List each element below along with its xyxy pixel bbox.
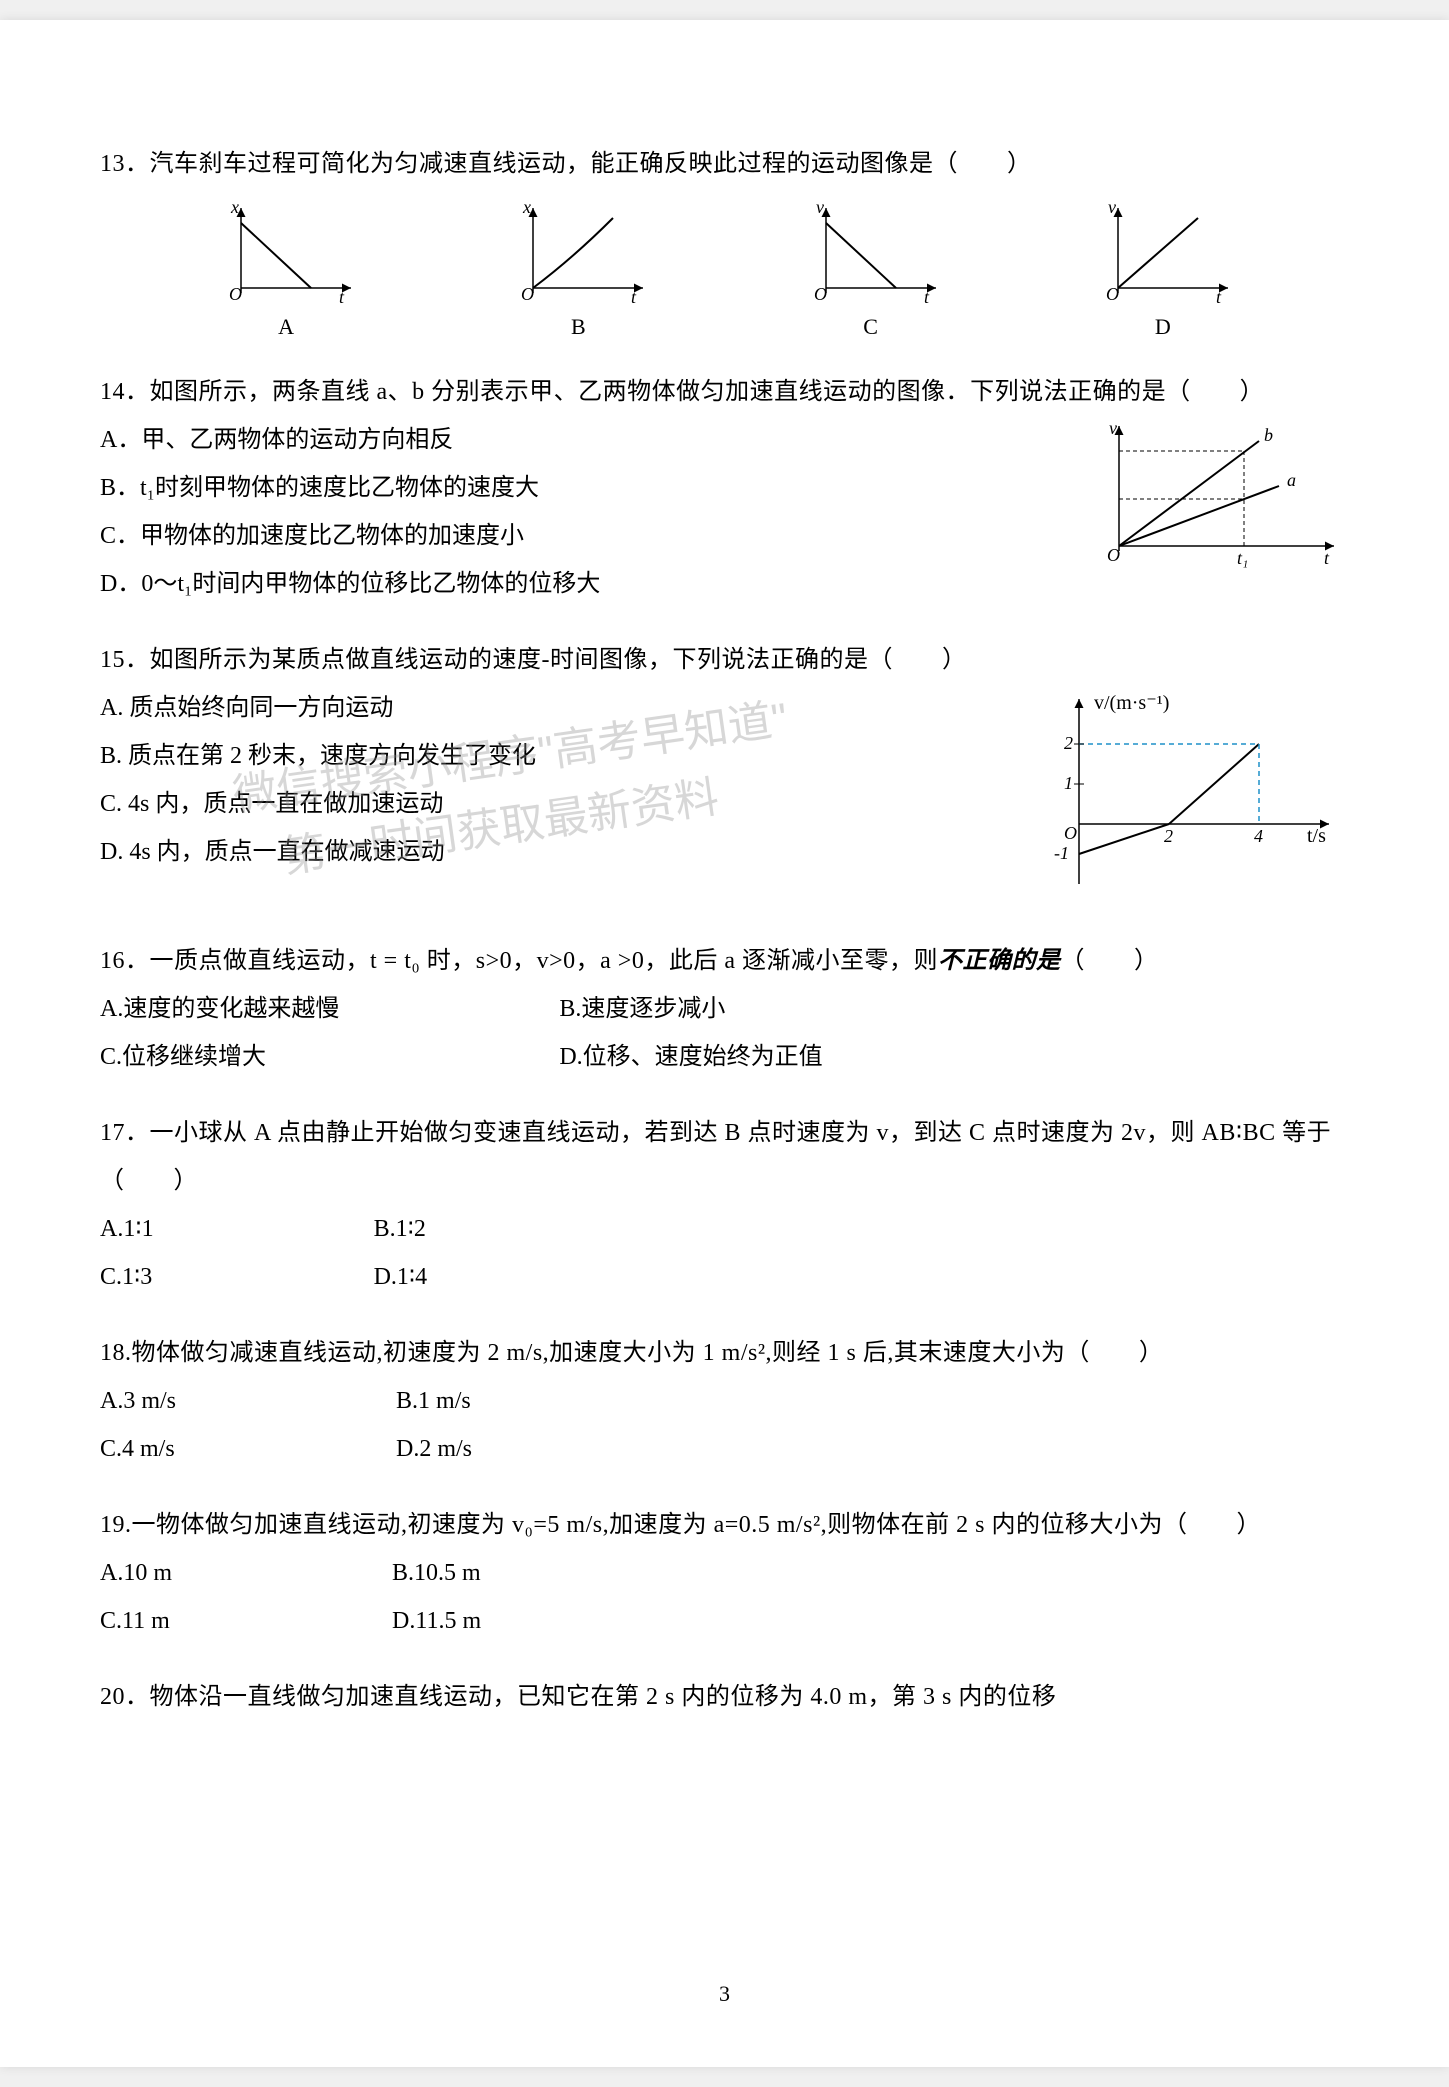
exam-page: 13．汽车刹车过程可简化为匀减速直线运动，能正确反映此过程的运动图像是（ ） x… <box>0 20 1449 2067</box>
q18-opt-D: D.2 m/s <box>396 1425 472 1473</box>
q14-options: A．甲、乙两物体的运动方向相反 B．t₁时刻甲物体的速度比乙物体的速度大 C．甲… <box>100 416 1059 608</box>
yaxis-label: x <box>522 198 531 217</box>
origin-label: O <box>1107 545 1120 565</box>
question-17: 17．一小球从 A 点由静止开始做匀变速直线运动，若到达 B 点时速度为 v，到… <box>100 1109 1349 1301</box>
yaxis-label: v <box>1108 198 1116 217</box>
q13-graph-B: x O t B <box>503 198 653 340</box>
question-19: 19.一物体做匀加速直线运动,初速度为 v₀=5 m/s,加速度为 a=0.5 … <box>100 1501 1349 1645</box>
q13-graph-A: x O t A <box>211 198 361 340</box>
ytick-2: 2 <box>1064 733 1073 753</box>
q13-graph-D: v O t D <box>1088 198 1238 340</box>
yaxis-label: x <box>230 198 239 217</box>
q18-opt-C: C.4 m/s <box>100 1425 176 1473</box>
xaxis-label: t <box>924 287 930 307</box>
q13-stem: 13．汽车刹车过程可简化为匀减速直线运动，能正确反映此过程的运动图像是（ ） <box>100 140 1349 188</box>
q15-opt-A: A. 质点始终向同一方向运动 <box>100 684 1019 732</box>
q17-opt-A: A.1∶1 <box>100 1205 154 1253</box>
q16-suffix: （ ） <box>1061 948 1159 974</box>
q14-opt-D: D．0～t₁时间内甲物体的位移比乙物体的位移大 <box>100 560 1059 608</box>
q17-stem: 17．一小球从 A 点由静止开始做匀变速直线运动，若到达 B 点时速度为 v，到… <box>100 1109 1349 1205</box>
q20-stem: 20．物体沿一直线做匀加速直线运动，已知它在第 2 s 内的位移为 4.0 m，… <box>100 1673 1349 1721</box>
q16-opt-B: B.速度逐步减小 <box>559 985 822 1033</box>
yaxis-label: v/(m·s⁻¹) <box>1094 692 1169 714</box>
q18-stem: 18.物体做匀减速直线运动,初速度为 2 m/s,加速度大小为 1 m/s²,则… <box>100 1329 1349 1377</box>
q15-opt-C: C. 4s 内，质点一直在做加速运动 <box>100 780 1019 828</box>
xaxis-label: t <box>1324 548 1330 568</box>
graph-C-svg: v O t <box>796 198 946 308</box>
q15-svg: 2 1 -1 2 4 v/(m·s⁻¹) t/s O <box>1039 684 1349 904</box>
q18-opt-A: A.3 m/s <box>100 1377 176 1425</box>
yaxis-label: v <box>1109 418 1117 438</box>
xaxis-label: t/s <box>1307 825 1326 847</box>
ytick-1: 1 <box>1064 773 1073 793</box>
q18-opt-B: B.1 m/s <box>396 1377 472 1425</box>
q15-opt-D: D. 4s 内，质点一直在做减速运动 <box>100 828 1019 876</box>
ytick-m1: -1 <box>1054 843 1069 863</box>
q16-bold: 不正确的是 <box>938 948 1061 974</box>
origin-label: O <box>229 284 242 304</box>
q15-graph: 2 1 -1 2 4 v/(m·s⁻¹) t/s O <box>1039 684 1349 909</box>
q15-options: A. 质点始终向同一方向运动 B. 质点在第 2 秒末，速度方向发生了变化 C.… <box>100 684 1019 876</box>
question-20: 20．物体沿一直线做匀加速直线运动，已知它在第 2 s 内的位移为 4.0 m，… <box>100 1673 1349 1721</box>
q17-options: A.1∶1 C.1∶3 B.1∶2 D.1∶4 <box>100 1205 1349 1301</box>
q16-opt-C: C.位移继续增大 <box>100 1033 339 1081</box>
xaxis-label: t <box>339 287 345 307</box>
q16-options: A.速度的变化越来越慢 C.位移继续增大 B.速度逐步减小 D.位移、速度始终为… <box>100 985 1349 1081</box>
line-b-label: b <box>1264 425 1273 445</box>
q13-graph-C: v O t C <box>796 198 946 340</box>
q13-graph-B-label: B <box>571 314 586 340</box>
q14-opt-C: C．甲物体的加速度比乙物体的加速度小 <box>100 512 1059 560</box>
t1-label: t₁ <box>1237 548 1248 568</box>
origin-label: O <box>521 284 534 304</box>
q16-prefix: 16．一质点做直线运动，t = t₀ 时，s>0，v>0，a >0，此后 a 逐… <box>100 948 938 974</box>
xaxis-label: t <box>1216 287 1222 307</box>
q17-opt-C: C.1∶3 <box>100 1253 154 1301</box>
xtick-2: 2 <box>1164 826 1173 846</box>
q13-graphs-row: x O t A x O t B <box>140 198 1309 340</box>
xaxis-label: t <box>631 287 637 307</box>
q13-graph-A-label: A <box>278 314 294 340</box>
question-15: 15．如图所示为某质点做直线运动的速度-时间图像，下列说法正确的是（ ） A. … <box>100 636 1349 909</box>
origin-label: O <box>1106 284 1119 304</box>
question-18: 18.物体做匀减速直线运动,初速度为 2 m/s,加速度大小为 1 m/s²,则… <box>100 1329 1349 1473</box>
line-a-label: a <box>1287 470 1296 490</box>
q13-graph-D-label: D <box>1155 314 1171 340</box>
question-14: 14．如图所示，两条直线 a、b 分别表示甲、乙两物体做匀加速直线运动的图像．下… <box>100 368 1349 608</box>
q19-opt-D: D.11.5 m <box>392 1597 481 1645</box>
q19-opt-C: C.11 m <box>100 1597 172 1645</box>
q15-stem: 15．如图所示为某质点做直线运动的速度-时间图像，下列说法正确的是（ ） <box>100 636 1349 684</box>
page-number: 3 <box>719 1981 730 2007</box>
q14-stem: 14．如图所示，两条直线 a、b 分别表示甲、乙两物体做匀加速直线运动的图像．下… <box>100 368 1349 416</box>
q14-opt-B: B．t₁时刻甲物体的速度比乙物体的速度大 <box>100 464 1059 512</box>
q19-options: A.10 m C.11 m B.10.5 m D.11.5 m <box>100 1549 1349 1645</box>
q16-opt-D: D.位移、速度始终为正值 <box>559 1033 822 1081</box>
q17-opt-D: D.1∶4 <box>374 1253 428 1301</box>
q14-opt-A: A．甲、乙两物体的运动方向相反 <box>100 416 1059 464</box>
q17-opt-B: B.1∶2 <box>374 1205 428 1253</box>
q19-opt-A: A.10 m <box>100 1549 172 1597</box>
origin-label: O <box>814 284 827 304</box>
graph-D-svg: v O t <box>1088 198 1238 308</box>
question-16: 16．一质点做直线运动，t = t₀ 时，s>0，v>0，a >0，此后 a 逐… <box>100 937 1349 1081</box>
graph-B-svg: x O t <box>503 198 653 308</box>
q13-graph-C-label: C <box>863 314 878 340</box>
yaxis-label: v <box>816 198 824 217</box>
q16-stem: 16．一质点做直线运动，t = t₀ 时，s>0，v>0，a >0，此后 a 逐… <box>100 937 1349 985</box>
question-13: 13．汽车刹车过程可简化为匀减速直线运动，能正确反映此过程的运动图像是（ ） x… <box>100 140 1349 340</box>
xtick-4: 4 <box>1254 826 1263 846</box>
q14-svg: a b v O t₁ t <box>1089 416 1349 576</box>
q19-stem: 19.一物体做匀加速直线运动,初速度为 v₀=5 m/s,加速度为 a=0.5 … <box>100 1501 1349 1549</box>
q14-graph: a b v O t₁ t <box>1089 416 1349 581</box>
graph-A-svg: x O t <box>211 198 361 308</box>
q19-opt-B: B.10.5 m <box>392 1549 481 1597</box>
q15-opt-B: B. 质点在第 2 秒末，速度方向发生了变化 <box>100 732 1019 780</box>
q16-opt-A: A.速度的变化越来越慢 <box>100 985 339 1033</box>
origin-label: O <box>1064 823 1077 843</box>
q18-options: A.3 m/s C.4 m/s B.1 m/s D.2 m/s <box>100 1377 1349 1473</box>
